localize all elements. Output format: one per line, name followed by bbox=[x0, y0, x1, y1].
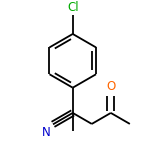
Text: Cl: Cl bbox=[67, 1, 79, 14]
Text: N: N bbox=[42, 126, 51, 138]
Text: O: O bbox=[106, 80, 115, 93]
